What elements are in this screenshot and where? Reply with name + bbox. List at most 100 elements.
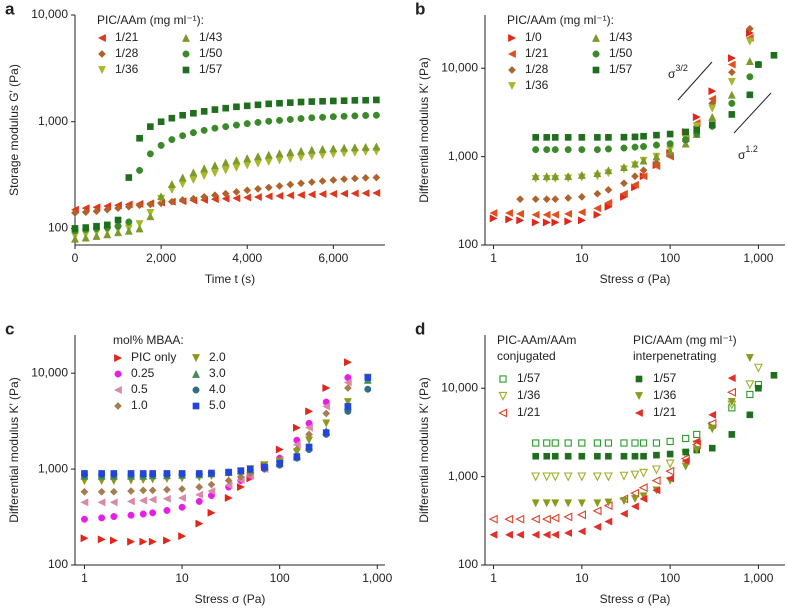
data-point — [157, 141, 165, 149]
data-point — [593, 210, 602, 219]
data-point — [124, 226, 133, 235]
data-point — [275, 149, 284, 158]
data-point — [318, 177, 327, 186]
data-point — [753, 363, 763, 373]
data-point — [515, 530, 524, 539]
data-point — [308, 114, 316, 122]
data-point — [237, 467, 245, 475]
y-tick-label: 100 — [48, 221, 68, 235]
data-point — [682, 434, 690, 443]
data-point — [305, 407, 314, 416]
data-point — [114, 216, 122, 224]
data-point — [564, 146, 572, 154]
data-point — [254, 101, 262, 109]
data-point — [221, 189, 230, 198]
data-point — [681, 139, 690, 148]
data-point — [361, 189, 370, 198]
data-point — [631, 143, 639, 151]
data-point — [329, 144, 338, 153]
data-point — [652, 141, 660, 149]
data-point — [594, 134, 601, 141]
data-point — [148, 495, 157, 504]
data-point — [551, 218, 560, 227]
data-point — [232, 156, 241, 165]
data-point — [97, 535, 106, 544]
data-point — [189, 176, 198, 185]
data-point — [195, 519, 204, 528]
data-point — [593, 168, 602, 177]
data-point — [666, 130, 674, 138]
data-point — [162, 485, 171, 494]
data-point — [254, 184, 262, 193]
data-point — [146, 212, 155, 221]
legend-title: PIC/AAm (mg ml⁻¹): — [97, 13, 204, 27]
data-point — [531, 472, 541, 482]
data-point — [139, 470, 147, 477]
y-axis-title: Differential modulus K′ (Pa) — [417, 57, 431, 202]
data-point — [593, 522, 602, 531]
data-point — [362, 96, 369, 104]
legend-title: PIC/AAm (mg ml⁻¹) — [633, 333, 737, 347]
data-point — [293, 423, 302, 432]
data-point — [577, 208, 586, 217]
data-point — [550, 513, 560, 523]
data-point — [531, 530, 540, 539]
data-point — [708, 121, 716, 128]
data-point — [604, 517, 613, 526]
x-tick-label: 2,000 — [146, 251, 176, 265]
data-point — [488, 514, 498, 524]
data-point — [564, 452, 572, 460]
data-point — [746, 73, 754, 81]
data-point — [178, 180, 187, 189]
data-point — [110, 470, 118, 477]
data-point — [261, 463, 268, 471]
data-point — [148, 486, 157, 495]
data-point — [200, 126, 208, 134]
data-point — [727, 78, 736, 87]
data-point — [307, 190, 316, 199]
legend-label: 5.0 — [209, 398, 226, 412]
legend-marker — [634, 408, 643, 418]
data-point — [179, 132, 187, 140]
panel-label: d — [415, 319, 425, 338]
data-point — [243, 102, 251, 110]
data-point — [318, 144, 327, 153]
data-point — [619, 497, 628, 506]
data-point — [577, 499, 586, 508]
data-point — [343, 384, 352, 392]
data-point — [505, 215, 514, 224]
data-point — [578, 146, 586, 154]
data-point — [236, 483, 245, 492]
data-point — [82, 224, 90, 231]
legend-label: 1/0 — [525, 30, 542, 44]
data-point — [770, 371, 778, 379]
data-point — [577, 510, 586, 520]
y-tick-label: 1,000 — [38, 461, 68, 475]
data-point — [708, 112, 717, 121]
data-point — [639, 439, 648, 447]
data-point — [330, 97, 337, 105]
data-point — [727, 387, 736, 397]
x-axis-title: Time t (s) — [205, 272, 255, 286]
data-point — [681, 457, 690, 466]
data-point — [103, 205, 112, 214]
data-point — [276, 99, 283, 107]
data-point — [372, 142, 381, 151]
data-point — [639, 172, 648, 181]
x-tick-label: 10 — [575, 251, 589, 265]
data-point — [745, 57, 754, 66]
legend-marker — [98, 50, 106, 58]
data-point — [208, 469, 215, 477]
legend-label: 0.25 — [131, 366, 155, 380]
data-point — [307, 152, 316, 161]
data-point — [296, 190, 305, 199]
data-point — [195, 490, 204, 499]
data-point — [578, 452, 586, 460]
data-point — [692, 437, 701, 446]
data-point — [264, 158, 273, 167]
data-point — [619, 471, 629, 481]
data-point — [243, 193, 252, 202]
data-point — [551, 134, 559, 141]
data-point — [307, 178, 316, 187]
legend-title: PIC-AAm/AAm — [497, 333, 576, 347]
